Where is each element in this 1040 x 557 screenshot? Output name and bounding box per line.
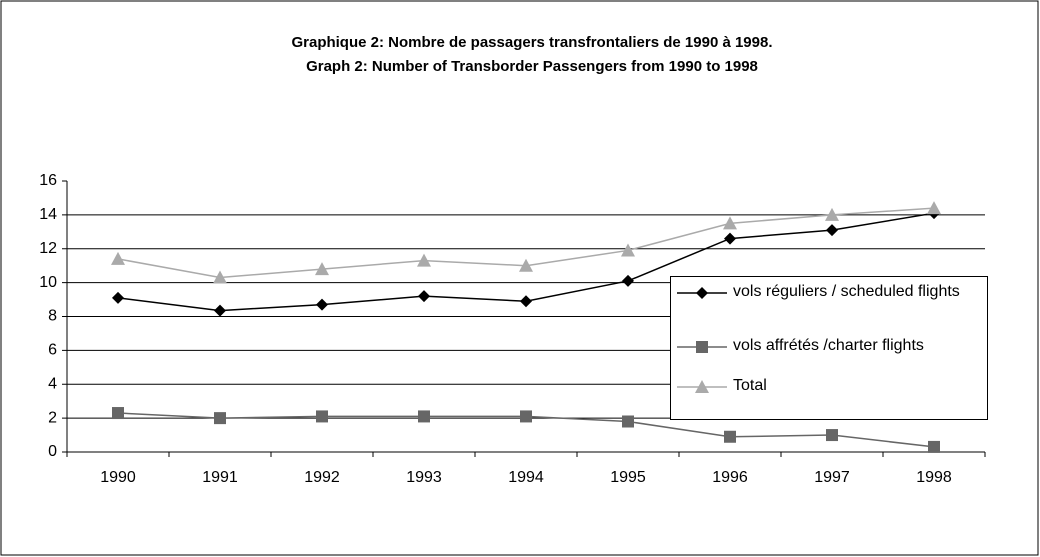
- marker: [418, 410, 430, 423]
- y-tick-label: 14: [39, 206, 57, 223]
- marker: [621, 243, 635, 257]
- marker: [316, 298, 328, 311]
- x-tick-label: 1993: [406, 469, 442, 486]
- y-tick-label: 8: [48, 308, 57, 325]
- x-tick-label: 1998: [916, 469, 952, 486]
- marker: [112, 407, 124, 420]
- marker: [622, 274, 634, 287]
- legend-label: Total: [733, 377, 767, 394]
- marker: [723, 216, 737, 230]
- chart-subtitle: Graph 2: Number of Transborder Passenger…: [306, 58, 758, 75]
- marker: [622, 415, 634, 428]
- marker: [519, 258, 533, 272]
- marker: [826, 224, 838, 237]
- legend-label: vols affrétés /charter flights: [733, 337, 924, 354]
- marker: [724, 430, 736, 443]
- marker: [724, 232, 736, 245]
- marker: [520, 295, 532, 308]
- legend-key: [677, 341, 727, 353]
- x-tick-label: 1991: [202, 469, 238, 486]
- chart-title: Graphique 2: Nombre de passagers transfr…: [291, 34, 772, 51]
- marker: [520, 410, 532, 423]
- marker: [111, 251, 125, 265]
- marker: [214, 304, 226, 317]
- marker: [696, 341, 708, 353]
- y-tick-label: 10: [39, 274, 57, 291]
- y-tick-label: 12: [39, 240, 57, 257]
- marker: [214, 412, 226, 425]
- x-tick-label: 1997: [814, 469, 850, 486]
- marker: [316, 410, 328, 423]
- legend: vols réguliers / scheduled flights vols a…: [670, 276, 988, 420]
- x-tick-label: 1995: [610, 469, 646, 486]
- marker: [928, 440, 940, 453]
- marker: [315, 262, 329, 276]
- legend-key: [677, 380, 727, 393]
- marker: [695, 380, 709, 393]
- marker: [825, 207, 839, 221]
- x-tick-label: 1994: [508, 469, 544, 486]
- legend-key: [677, 287, 727, 299]
- y-tick-label: 2: [48, 409, 57, 426]
- marker: [417, 253, 431, 267]
- x-tick-label: 1990: [100, 469, 136, 486]
- y-tick-label: 4: [48, 375, 57, 392]
- x-tick-label: 1996: [712, 469, 748, 486]
- legend-label: vols réguliers / scheduled flights: [733, 283, 960, 300]
- marker: [213, 270, 227, 284]
- marker: [826, 429, 838, 442]
- x-tick-label: 1992: [304, 469, 340, 486]
- marker: [418, 290, 430, 303]
- y-tick-label: 16: [39, 172, 57, 189]
- y-tick-label: 6: [48, 342, 57, 359]
- marker: [696, 287, 708, 299]
- marker: [112, 291, 124, 304]
- y-tick-label: 0: [48, 443, 57, 460]
- marker: [927, 201, 941, 215]
